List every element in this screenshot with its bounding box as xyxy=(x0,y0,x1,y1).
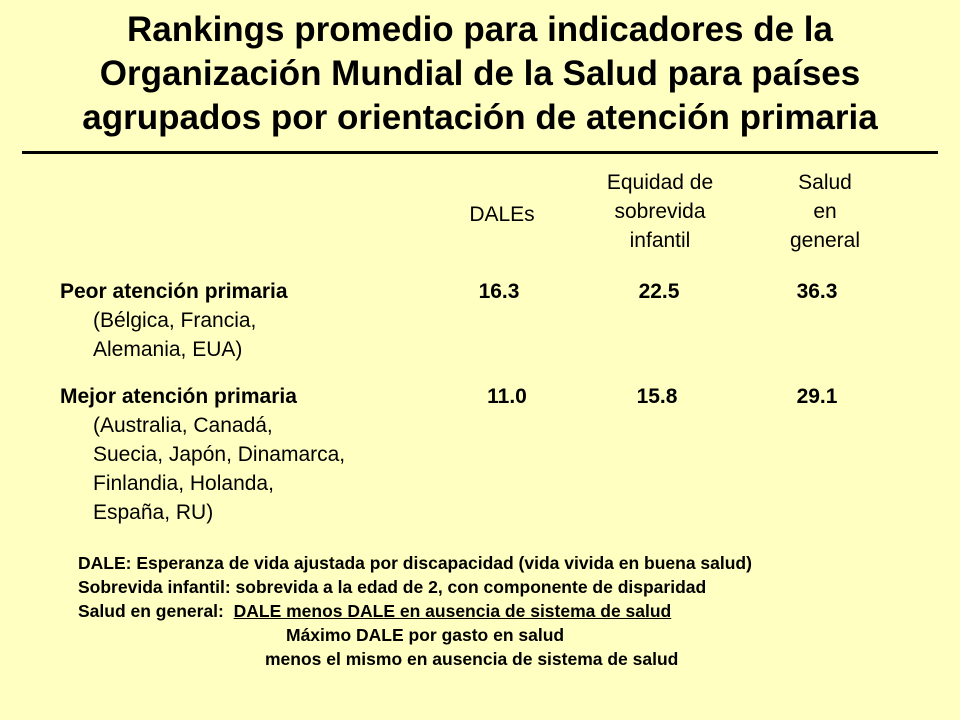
page-title: Rankings promedio para indicadores de la… xyxy=(0,8,960,140)
note-salud: Salud en general: DALE menos DALE en aus… xyxy=(78,599,948,623)
note-salud-denominator: Máximo DALE por gasto en salud xyxy=(286,625,565,645)
title-underline xyxy=(22,151,938,154)
row-label-peor: Peor atención primaria xyxy=(60,280,288,303)
value-peor-equidad: 22.5 xyxy=(638,280,680,303)
title-line-2: Organización Mundial de la Salud para pa… xyxy=(99,54,861,93)
value-peor-salud: 36.3 xyxy=(796,280,838,303)
note-salud-numerator: DALE menos DALE en ausencia de sistema d… xyxy=(233,601,672,621)
title-line-3: agrupados por orientación de atención pr… xyxy=(82,98,878,137)
note-dale: DALE: Esperanza de vida ajustada por dis… xyxy=(78,553,752,573)
note-sobrevida: Sobrevida infantil: sobrevida a la edad … xyxy=(78,577,707,597)
value-peor-dales: 16.3 xyxy=(478,280,520,303)
row-countries-peor: (Bélgica, Francia, Alemania, EUA) xyxy=(93,309,257,361)
column-header-equidad: Equidad de sobrevida infantil xyxy=(606,171,714,252)
row-mejor: Mejor atención primaria (Australia, Cana… xyxy=(60,382,460,527)
row-label-mejor: Mejor atención primaria xyxy=(60,385,297,408)
column-header-salud: Salud en general xyxy=(789,171,861,252)
definitions: DALE: Esperanza de vida ajustada por dis… xyxy=(78,551,948,671)
value-mejor-salud: 29.1 xyxy=(796,385,838,408)
value-mejor-equidad: 15.8 xyxy=(636,385,678,408)
title-line-1: Rankings promedio para indicadores de la xyxy=(126,10,833,49)
row-countries-mejor: (Australia, Canadá, Suecia, Japón, Dinam… xyxy=(93,414,346,524)
column-header-dales: DALEs xyxy=(469,203,535,226)
value-mejor-dales: 11.0 xyxy=(487,385,527,408)
note-salud-label: Salud en general: xyxy=(78,601,234,621)
row-peor: Peor atención primaria (Bélgica, Francia… xyxy=(60,277,440,364)
note-salud-denominator-2: menos el mismo en ausencia de sistema de… xyxy=(265,649,679,669)
